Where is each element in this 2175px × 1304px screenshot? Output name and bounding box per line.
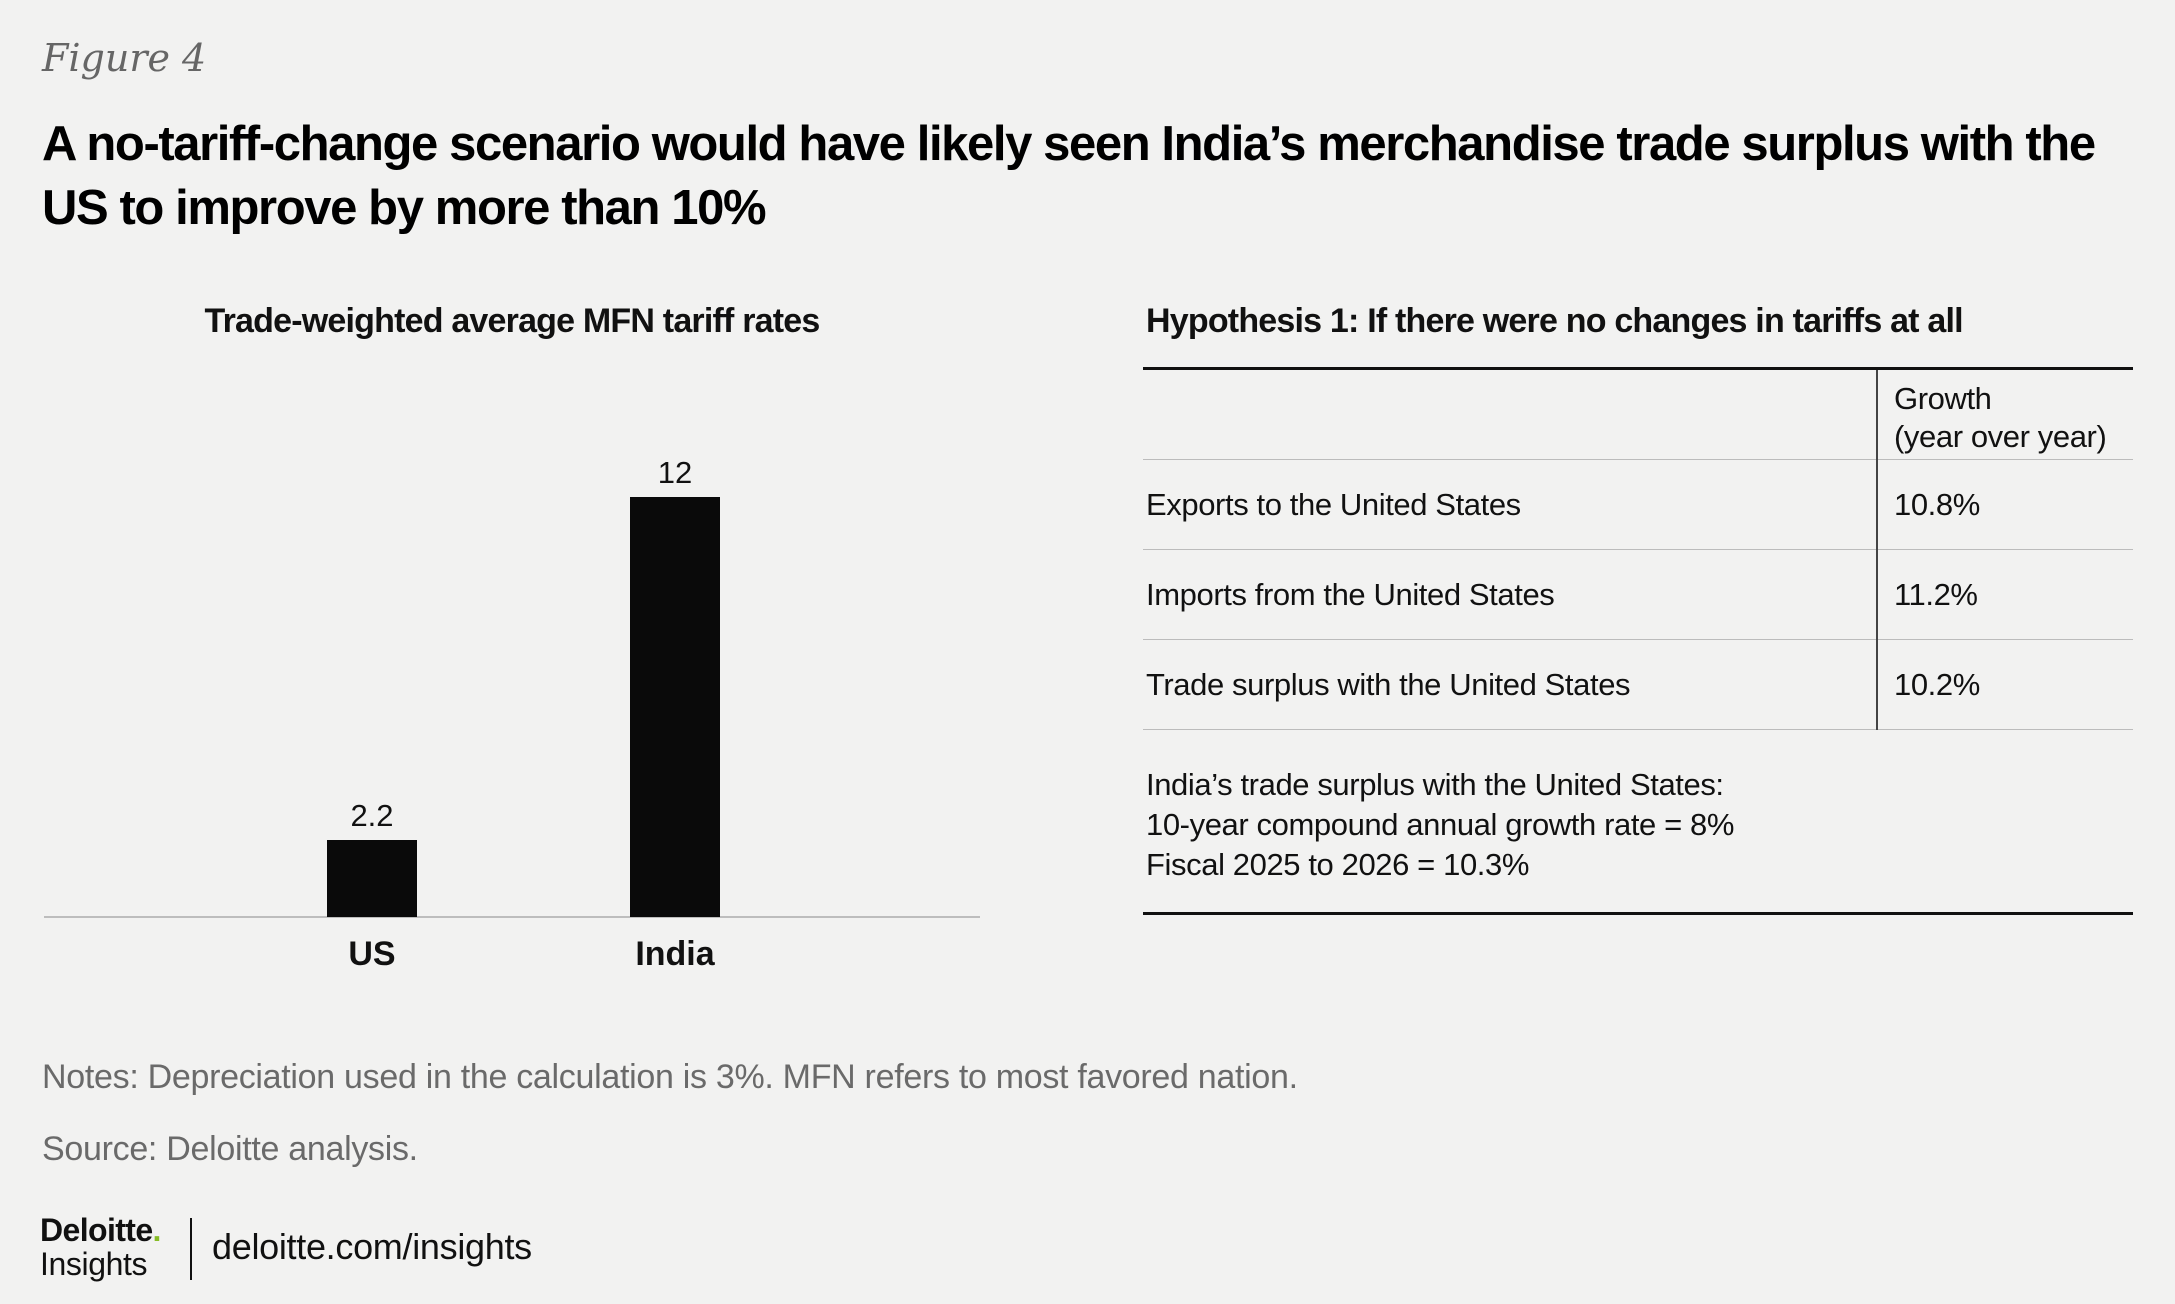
- source-text: Source: Deloitte analysis.: [42, 1130, 418, 1168]
- data-label-india: 12: [658, 455, 692, 490]
- footer-url[interactable]: deloitte.com/insights: [212, 1226, 532, 1267]
- footer-divider: [190, 1218, 192, 1280]
- chart-title: Trade-weighted average MFN tariff rates: [204, 302, 821, 340]
- table-bottom-rule: [1143, 912, 2133, 915]
- summary-line-2: 10-year compound annual growth rate = 8%: [1146, 807, 1735, 842]
- notes-text: Notes: Depreciation used in the calculat…: [42, 1058, 1298, 1096]
- summary-block: India’s trade surplus with the United St…: [1146, 765, 1734, 885]
- row-label-imports: Imports from the United States: [1146, 576, 1555, 612]
- row-value-imports: 11.2%: [1876, 549, 2133, 640]
- hypothesis-table: Growth (year over year) Exports to the U…: [1143, 367, 2133, 730]
- summary-line-3: Fiscal 2025 to 2026 = 10.3%: [1146, 847, 1529, 882]
- table-header-growth: Growth (year over year): [1876, 368, 2133, 460]
- summary-line-1: India’s trade surplus with the United St…: [1146, 767, 1724, 802]
- bar-us: [327, 840, 417, 917]
- table-title: Hypothesis 1: If there were no changes i…: [1146, 302, 1964, 340]
- logo-name: Deloitte: [40, 1212, 153, 1248]
- table-header-blank: [1143, 369, 1877, 460]
- logo-wordmark: Deloitte.: [40, 1214, 161, 1246]
- bar-chart: 2.2 US 12 India: [44, 455, 980, 973]
- row-label-surplus: Trade surplus with the United States: [1146, 666, 1631, 702]
- growth-header-line2: (year over year): [1894, 419, 2107, 454]
- deloitte-insights-logo: Deloitte. Insights: [40, 1214, 161, 1280]
- row-label-exports: Exports to the United States: [1146, 486, 1521, 522]
- table-row: Trade surplus with the United States 10.…: [1143, 639, 2133, 730]
- row-value-surplus: 10.2%: [1876, 639, 2133, 730]
- logo-sub: Insights: [40, 1246, 148, 1282]
- logo-dot: .: [152, 1212, 162, 1248]
- figure-label: Figure 4: [42, 36, 207, 80]
- row-value-exports: 10.8%: [1876, 459, 2133, 550]
- category-label-india: India: [635, 935, 715, 973]
- data-label-us: 2.2: [350, 798, 393, 833]
- bar-india: [630, 497, 720, 917]
- table-row: Exports to the United States 10.8%: [1143, 459, 2133, 550]
- table-row: Imports from the United States 11.2%: [1143, 549, 2133, 640]
- table-header-row: Growth (year over year): [1143, 368, 2133, 460]
- growth-header-line1: Growth: [1894, 381, 1992, 416]
- category-label-us: US: [348, 935, 395, 973]
- page-title: A no-tariff-change scenario would have l…: [42, 117, 2096, 235]
